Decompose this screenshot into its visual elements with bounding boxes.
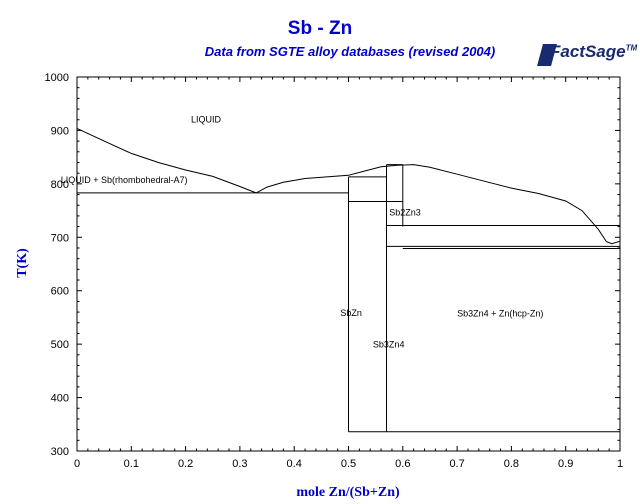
phase-label: LIQUID [191, 114, 222, 124]
y-tick-label: 800 [51, 179, 69, 191]
factsage-logo-text: FactSageTM [550, 42, 638, 61]
x-tick-label: 0.7 [449, 458, 464, 470]
x-tick-label: 0.8 [504, 458, 519, 470]
x-tick-label: 0.2 [178, 458, 193, 470]
factsage-logo: FactSageTM [537, 40, 637, 72]
phase-label: Sb3Zn4 [373, 339, 405, 349]
y-tick-label: 700 [51, 232, 69, 244]
y-axis-label: T(K) [15, 248, 30, 278]
chart-title: Sb - Zn [287, 18, 353, 39]
phase-labels: LIQUID LIQUID + Sb(rhombohedral-A7) Sb2Zn3… [61, 114, 544, 349]
y-tick-label: 900 [51, 125, 69, 137]
y-tick-label: 600 [51, 286, 69, 298]
phase-boundaries [76, 127, 621, 433]
x-axis-label: mole Zn/(Sb+Zn) [296, 485, 400, 500]
phase-label: LIQUID + Sb(rhombohedral-A7) [61, 175, 188, 185]
phase-label: SbZn [340, 308, 362, 318]
x-tick-label: 0.4 [287, 458, 302, 470]
x-tick-label: 1 [617, 458, 623, 470]
chart-subtitle: Data from SGTE alloy databases (revised … [204, 44, 496, 59]
x-tick-label: 0 [74, 458, 80, 470]
x-tick-label: 0.9 [558, 458, 573, 470]
y-tick-label: 300 [51, 446, 69, 458]
x-tick-label: 0.6 [395, 458, 410, 470]
x-tick-label: 0.5 [341, 458, 356, 470]
phase-line-liquidus-sb-side [76, 127, 257, 194]
phase-line-liquidus-mid [255, 164, 607, 242]
phase-label: Sb2Zn3 [389, 207, 421, 217]
phase-label: Sb3Zn4 + Zn(hcp-Zn) [457, 308, 543, 318]
y-tick-label: 400 [51, 393, 69, 405]
y-tick-label: 1000 [45, 72, 69, 84]
x-tick-label: 0.1 [124, 458, 139, 470]
phase-line-liquidus-zn-side [606, 240, 621, 245]
y-tick-label: 500 [51, 339, 69, 351]
x-axis: 0 0.1 0.2 0.3 0.4 0.5 0.6 0.7 0.8 0.9 1 [74, 77, 623, 470]
x-tick-label: 0.3 [232, 458, 247, 470]
y-axis: 300 400 500 600 700 800 900 1000 [45, 72, 620, 458]
